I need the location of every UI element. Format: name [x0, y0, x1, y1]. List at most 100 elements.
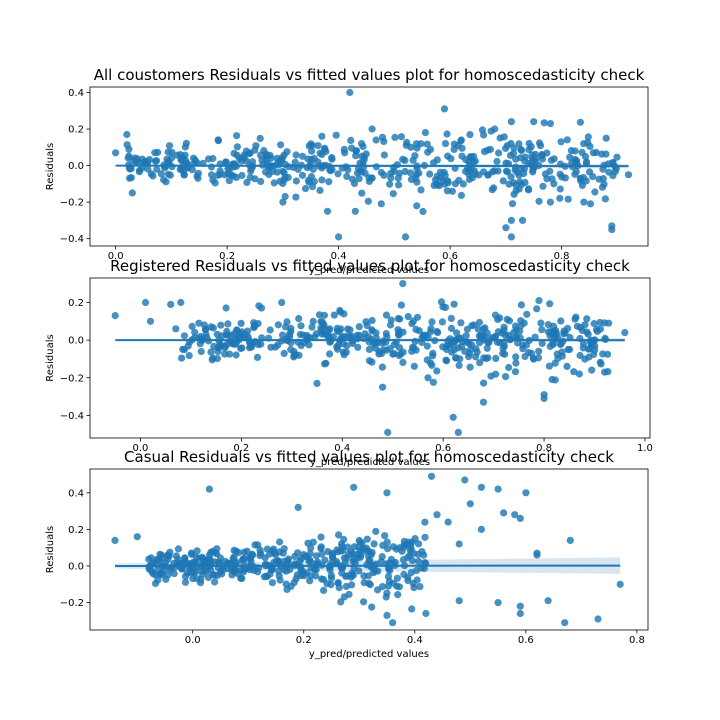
data-point	[447, 155, 455, 163]
data-point	[333, 343, 341, 351]
data-point	[441, 140, 450, 148]
data-point	[480, 148, 489, 156]
data-point	[233, 326, 241, 334]
data-point	[183, 569, 191, 577]
data-point	[399, 280, 407, 288]
data-point	[217, 321, 225, 329]
data-point	[340, 332, 348, 340]
data-point	[511, 511, 519, 519]
data-point	[447, 324, 456, 332]
data-point	[564, 195, 572, 203]
data-point	[164, 148, 172, 156]
data-point	[133, 533, 141, 541]
data-point	[326, 350, 334, 358]
data-point	[368, 316, 376, 325]
data-point	[127, 174, 135, 182]
panel-1: 0.0 0.2 0.4 0.6 0.8 −0.4 −0.2 0.0 0.2 0.4 y_pred/p…	[45, 66, 649, 276]
data-point	[365, 345, 373, 353]
data-point	[566, 345, 574, 354]
data-point	[549, 340, 557, 348]
data-point	[210, 342, 218, 350]
data-point	[329, 553, 337, 561]
data-point	[401, 233, 410, 241]
data-point	[349, 571, 357, 579]
data-point	[141, 298, 150, 307]
data-point	[278, 298, 286, 307]
data-point	[178, 354, 186, 362]
data-point	[172, 325, 180, 333]
y-tick-label: −0.4	[60, 234, 84, 245]
panel-2: 0.0 0.2 0.4 0.6 0.8 1.0 −0.4 −0.2 0.0 0.2 y_pred/p…	[45, 257, 653, 468]
data-point	[466, 500, 474, 508]
data-point	[538, 339, 546, 347]
data-point	[433, 172, 441, 180]
data-point	[553, 350, 561, 358]
data-point	[538, 326, 546, 334]
data-point	[570, 368, 578, 376]
data-point	[318, 132, 326, 140]
data-point	[246, 555, 254, 563]
data-point	[318, 550, 326, 558]
data-point	[267, 154, 275, 162]
data-point	[224, 320, 232, 328]
data-point	[368, 326, 376, 334]
data-point	[320, 311, 328, 319]
data-point	[556, 194, 564, 202]
data-point	[530, 118, 538, 126]
y-tick-label: −0.2	[60, 598, 84, 609]
data-point	[222, 158, 230, 166]
data-point	[413, 144, 421, 152]
data-point	[583, 315, 591, 323]
data-point	[524, 186, 533, 194]
data-point	[379, 346, 387, 354]
data-point	[492, 332, 500, 340]
x-tick-label: 0.2	[296, 635, 312, 646]
data-point	[207, 163, 216, 171]
data-point	[257, 549, 265, 557]
data-point	[512, 353, 520, 361]
data-point	[312, 552, 320, 560]
data-point	[404, 573, 412, 581]
data-point	[244, 327, 252, 335]
data-point	[443, 187, 451, 195]
data-point	[448, 348, 456, 356]
data-point	[246, 342, 255, 350]
data-point	[417, 186, 425, 194]
data-point	[480, 379, 488, 387]
x-tick-label: 1.0	[637, 443, 653, 454]
data-point	[507, 216, 515, 224]
data-point	[214, 171, 222, 179]
data-point	[395, 344, 404, 352]
data-point	[335, 531, 343, 539]
data-point	[433, 511, 441, 519]
data-point	[588, 366, 596, 374]
data-point	[546, 120, 555, 128]
data-point	[291, 552, 299, 561]
data-point	[507, 118, 515, 126]
data-point	[517, 146, 526, 154]
data-point	[244, 333, 252, 341]
x-tick-label: 0.8	[554, 251, 570, 262]
data-point	[240, 154, 248, 162]
data-point	[177, 165, 186, 173]
data-point	[303, 552, 311, 560]
data-point	[413, 202, 421, 210]
data-point	[443, 130, 451, 138]
data-point	[494, 315, 502, 323]
data-point	[429, 352, 437, 360]
data-point	[583, 328, 591, 336]
data-point	[508, 200, 517, 208]
data-point	[232, 351, 240, 359]
data-point	[193, 172, 201, 180]
y-tick-label: 0.2	[68, 125, 84, 136]
data-point	[209, 154, 217, 163]
data-point	[197, 347, 205, 356]
data-point	[368, 125, 376, 133]
axes-frame	[89, 277, 651, 439]
data-point	[494, 599, 502, 607]
data-point	[571, 147, 579, 155]
data-point	[539, 182, 547, 190]
x-tick-label: 0.2	[219, 251, 235, 262]
data-point	[476, 359, 484, 367]
data-point	[568, 159, 576, 167]
